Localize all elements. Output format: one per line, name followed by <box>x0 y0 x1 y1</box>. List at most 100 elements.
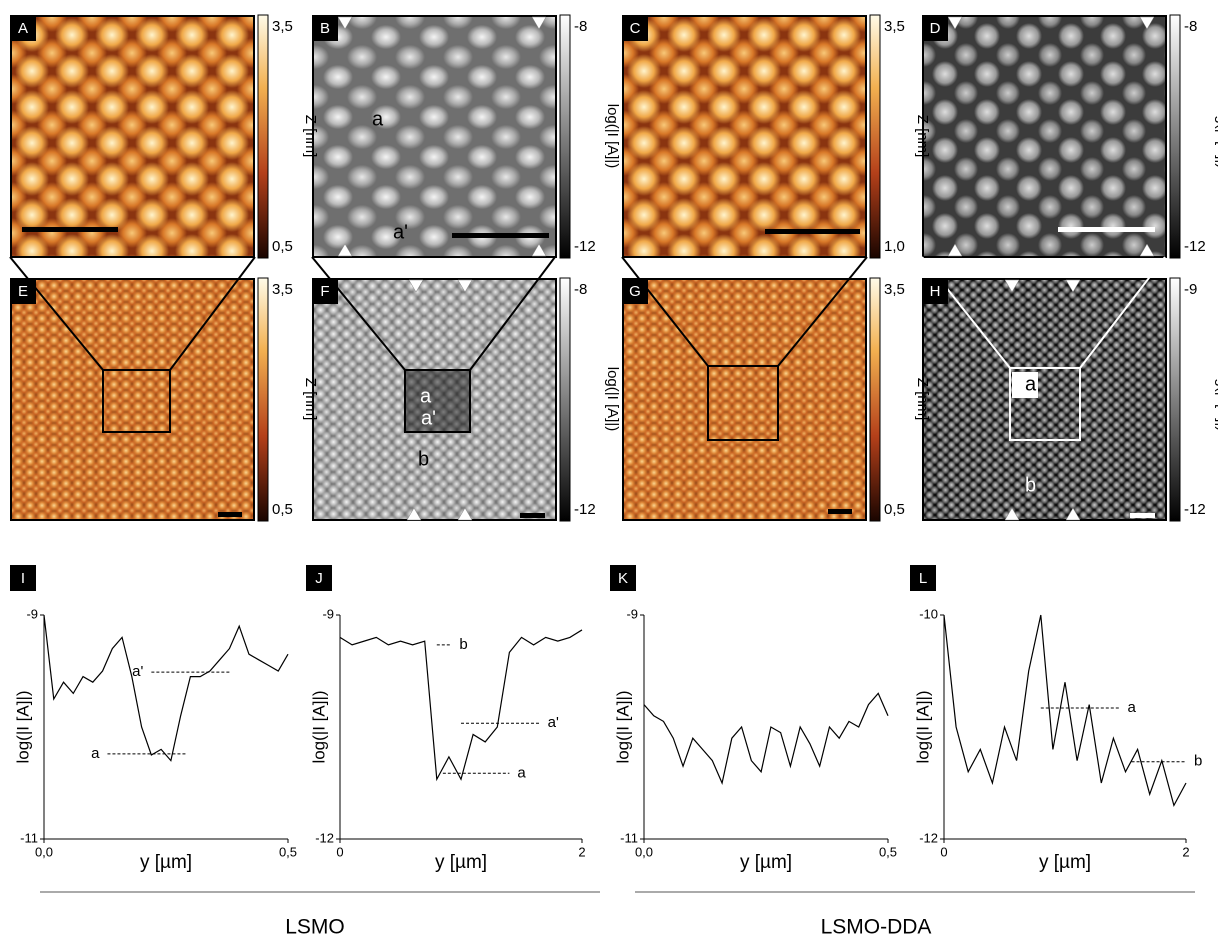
colorbar <box>559 14 571 259</box>
y-tick-label: -9 <box>626 606 638 621</box>
panel-label-box <box>922 278 948 304</box>
colorbar-label: log(|I [A]|) <box>1214 367 1218 431</box>
colorbar <box>559 277 571 522</box>
panel-label: K <box>618 570 628 587</box>
current-image <box>312 15 557 258</box>
panel-label: B <box>320 20 330 37</box>
topography-image <box>622 15 867 258</box>
colorbar-label: Z [nm] <box>302 378 319 421</box>
colorbar-tick: -8 <box>1184 18 1197 35</box>
reference-label: a <box>91 745 100 762</box>
colorbar-label: log(|I [A]|) <box>1214 104 1218 168</box>
image-annotation: a <box>1025 373 1037 395</box>
x-tick-label: 0,0 <box>635 844 653 859</box>
y-tick-label: -12 <box>315 830 334 845</box>
x-axis-title: y [µm] <box>140 852 192 873</box>
colorbar-label: Z [nm] <box>914 378 931 421</box>
image-annotation: a' <box>393 221 408 243</box>
profile-markers <box>337 16 1155 521</box>
panel-label: G <box>629 283 641 300</box>
zoom-guides <box>9 256 1166 441</box>
topography-image <box>622 278 867 521</box>
colorbar <box>1169 14 1181 259</box>
colorbar <box>869 277 881 522</box>
scale-bars <box>22 227 1155 518</box>
colorbar-label: Z [nm] <box>914 115 931 158</box>
profile-line <box>43 614 289 762</box>
reference-label: b <box>1194 753 1202 770</box>
y-tick-label: -11 <box>20 830 38 845</box>
image-annotation: a <box>420 385 432 407</box>
image-annotation: a <box>372 108 384 130</box>
colorbar-tick: -8 <box>574 18 587 35</box>
y-axis-title: log(|I [A]|) <box>309 690 328 763</box>
panel-label: L <box>919 570 927 587</box>
x-tick-label: 2 <box>1182 844 1189 859</box>
panel-label: A <box>18 20 28 37</box>
image-annotation: b <box>418 448 429 470</box>
colorbar-label: log(|I [A]|) <box>604 367 621 431</box>
image-annotation: b <box>1025 474 1036 496</box>
group-label: LSMO-DDA <box>821 916 932 939</box>
colorbar-tick: 3,5 <box>884 18 905 35</box>
colorbar-tick: -12 <box>574 238 596 255</box>
panel-label-box <box>312 278 338 304</box>
panel-label-box <box>622 15 648 41</box>
colorbar-tick: 3,5 <box>272 281 293 298</box>
colorbar <box>257 14 269 259</box>
colorbar-label: Z [nm] <box>302 115 319 158</box>
panel-label-box <box>922 15 948 41</box>
x-tick-label: 2 <box>578 844 585 859</box>
colorbar-tick: 3,5 <box>272 18 293 35</box>
x-tick-label: 0 <box>940 844 947 859</box>
y-axis-title: log(|I [A]|) <box>913 690 932 763</box>
panel-label: H <box>930 283 941 300</box>
x-tick-label: 0 <box>336 844 343 859</box>
panel-label: D <box>930 20 941 37</box>
panel-label-box <box>10 15 36 41</box>
colorbar-tick: 0,5 <box>884 501 905 518</box>
panel-label: F <box>320 283 329 300</box>
colorbar-tick: -12 <box>1184 501 1206 518</box>
reference-label: a' <box>548 714 559 731</box>
y-axis-title: log(|I [A]|) <box>13 690 32 763</box>
profile-line <box>339 629 583 782</box>
panel-label: E <box>18 283 28 300</box>
profile-line <box>943 614 1187 808</box>
panel-label-box <box>622 278 648 304</box>
y-axis-title: log(|I [A]|) <box>613 690 632 763</box>
x-axis-title: y [µm] <box>435 852 487 873</box>
reference-label: a <box>517 764 526 781</box>
colorbar-tick: 0,5 <box>272 501 293 518</box>
x-axis-title: y [µm] <box>1039 852 1091 873</box>
panel-label-box <box>10 278 36 304</box>
panel-label-box <box>910 565 936 591</box>
profile-line <box>643 692 889 785</box>
panel-label-box <box>306 565 332 591</box>
y-tick-label: -9 <box>322 606 334 621</box>
panel-label: I <box>21 570 25 587</box>
panel-label: J <box>315 570 323 587</box>
panel-label-box <box>312 15 338 41</box>
topography-image <box>10 15 255 258</box>
colorbar-tick: 0,5 <box>272 238 293 255</box>
group-label: LSMO <box>285 916 345 939</box>
current-image <box>312 278 557 521</box>
label-box <box>1012 372 1038 398</box>
y-tick-label: -10 <box>919 606 938 621</box>
x-tick-label: 0,5 <box>879 844 897 859</box>
colorbar-tick: -8 <box>574 281 587 298</box>
x-axis-title: y [µm] <box>740 852 792 873</box>
colorbar-tick: 1,0 <box>884 238 905 255</box>
colorbar-label: log(|I [A]|) <box>604 104 621 168</box>
y-tick-label: -11 <box>620 830 638 845</box>
reference-label: a <box>1127 699 1136 716</box>
reference-label: a' <box>132 663 143 680</box>
colorbar-tick: -12 <box>1184 238 1206 255</box>
panel-label: C <box>630 20 641 37</box>
x-tick-label: 0,5 <box>279 844 297 859</box>
panel-label-box <box>10 565 36 591</box>
image-annotation: a' <box>421 407 436 429</box>
